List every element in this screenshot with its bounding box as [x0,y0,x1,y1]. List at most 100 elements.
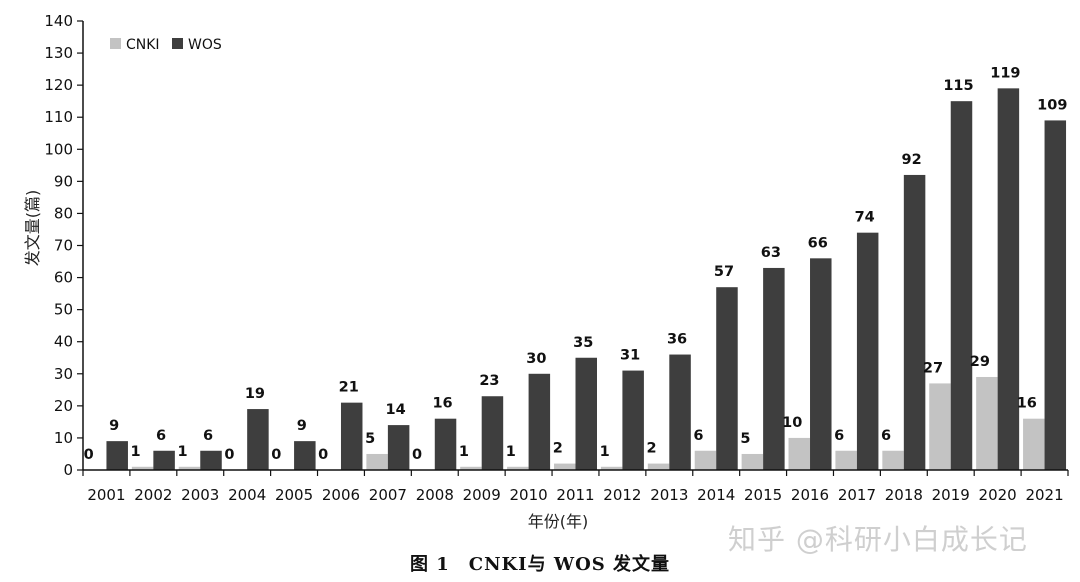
cnki-data-label: 0 [271,447,281,463]
wos-bar [903,174,926,470]
x-tick-label: 2018 [885,486,923,504]
cnki-data-label: 1 [131,444,141,460]
y-tick-label: 140 [44,12,73,30]
wos-bar [481,396,504,470]
cnki-data-label: 6 [834,428,844,444]
cnki-data-label: 29 [970,354,990,370]
wos-bar [622,370,644,470]
cnki-data-label: 6 [693,428,703,444]
x-ticks: 2001 2002 2003 2004 2005 2006 2007 2008 2009 2010… [82,470,1069,504]
wos-bar [763,267,785,470]
cnki-data-label: 16 [1017,396,1037,412]
wos-bar [340,402,363,470]
cnki-bar [835,450,857,470]
cnki-bar [460,466,482,470]
x-tick-label: 2014 [697,486,735,504]
cnki-data-label: 2 [647,441,657,457]
y-tick-label: 100 [44,140,73,158]
cnki-data-label: 0 [84,447,94,463]
wos-legend-label: WOS [188,37,222,53]
wos-bar [434,418,457,470]
wos-data-label: 30 [526,351,546,367]
wos-bar [387,425,410,470]
cnki-data-label: 1 [459,444,469,460]
x-tick-label: 2005 [275,486,313,504]
wos-bar [575,357,597,470]
cnki-bar [882,450,904,470]
bars-layer [106,88,1067,471]
wos-bar [669,354,691,470]
cnki-bar [1023,418,1045,470]
y-tick-label: 10 [54,429,73,447]
x-tick-label: 2001 [87,486,125,504]
wos-data-label: 63 [761,245,781,261]
cnki-legend-swatch [110,38,121,49]
x-tick-label: 2012 [603,486,641,504]
wos-legend-swatch [172,38,183,49]
y-tick-label: 30 [54,365,73,383]
x-tick-label: 2007 [369,486,407,504]
cnki-bar [741,453,764,470]
x-axis-title: 年份(年) [528,512,589,531]
wos-data-label: 31 [620,348,640,364]
cnki-bar [600,466,623,470]
y-tick-label: 50 [54,301,73,319]
wos-data-label: 66 [808,235,828,251]
cnki-data-label: 27 [923,360,943,376]
cnki-bar [554,463,576,470]
wos-bar [528,373,551,470]
cnki-bar [366,453,388,470]
cnki-bar [178,466,201,470]
cnki-data-label: 0 [412,447,422,463]
cnki-bar [131,466,154,470]
cnki-data-label: 0 [224,447,234,463]
x-tick-label: 2017 [838,486,876,504]
cnki-bar [929,383,951,470]
x-tick-label: 2009 [463,486,501,504]
x-tick-label: 2019 [932,486,970,504]
cnki-data-label: 0 [318,447,328,463]
figure-caption: 图 1 CNKI与 WOS 发文量 [409,554,671,575]
wos-data-label: 16 [432,396,452,412]
wos-bar [1044,120,1067,471]
wos-data-label: 57 [714,264,734,280]
wos-bar [716,287,738,470]
wos-data-label: 23 [479,373,499,389]
y-tick-label: 0 [63,461,73,479]
x-tick-label: 2004 [228,486,266,504]
y-tick-label: 20 [54,397,73,415]
wos-bar [856,232,879,470]
wos-data-label: 36 [667,332,687,348]
wos-bar [153,450,175,470]
y-ticks: 0 10 20 30 40 50 60 70 80 90 100 110 120 130 140 [44,12,83,479]
wos-data-label: 92 [901,152,921,168]
y-axis-title: 发文量(篇) [23,190,42,267]
cnki-bar [788,437,811,470]
x-tick-label: 2020 [979,486,1017,504]
x-tick-label: 2021 [1025,486,1063,504]
x-tick-label: 2008 [416,486,454,504]
wos-bar [200,450,222,470]
wos-data-label: 35 [573,335,593,351]
wos-data-label: 21 [339,380,359,396]
cnki-data-label: 6 [881,428,891,444]
cnki-data-label: 10 [782,415,802,431]
cnki-bar [694,450,717,470]
cnki-bar [976,376,998,470]
cnki-bar [647,463,670,470]
cnki-data-label: 1 [600,444,610,460]
wos-data-label: 19 [245,386,265,402]
watermark: 知乎 @科研小白成长记 [728,523,1028,556]
cnki-data-label: 5 [740,431,750,447]
cnki-legend-label: CNKI [126,37,160,53]
y-tick-label: 120 [44,76,73,94]
x-tick-label: 2016 [791,486,829,504]
x-tick-label: 2011 [556,486,594,504]
wos-data-label: 6 [156,428,166,444]
wos-bar [106,441,128,470]
wos-bar [247,409,269,470]
y-tick-label: 110 [44,108,73,126]
y-tick-label: 90 [54,172,73,190]
